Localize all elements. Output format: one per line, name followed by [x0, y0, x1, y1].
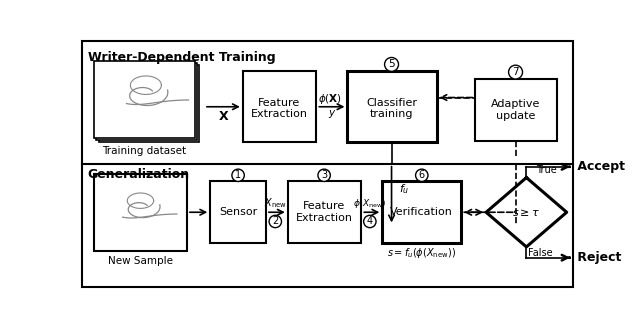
Text: $\mathbf{X}$: $\mathbf{X}$ [218, 110, 229, 123]
Text: Training dataset: Training dataset [102, 146, 186, 156]
Text: 3: 3 [321, 170, 327, 180]
Bar [94, 174, 187, 251]
Text: Reject: Reject [573, 251, 621, 264]
Circle shape [415, 169, 428, 181]
Text: Generalization: Generalization [88, 168, 190, 181]
Text: Feature
Extraction: Feature Extraction [251, 98, 308, 119]
Text: Adaptive
update: Adaptive update [491, 99, 540, 121]
Circle shape [385, 58, 399, 72]
Text: 2: 2 [272, 216, 278, 227]
Circle shape [318, 169, 330, 181]
Circle shape [509, 65, 522, 79]
Text: 4: 4 [367, 216, 373, 227]
Text: Accept: Accept [573, 160, 625, 173]
Text: 5: 5 [388, 59, 395, 70]
Text: $s \geq \tau$: $s \geq \tau$ [512, 207, 541, 218]
Text: Verification: Verification [390, 207, 453, 217]
Bar [94, 60, 195, 137]
Text: Writer-Dependent Training: Writer-Dependent Training [88, 51, 275, 64]
Bar [96, 63, 197, 140]
Circle shape [232, 169, 244, 181]
Bar [348, 72, 436, 142]
Text: 1: 1 [235, 170, 241, 180]
Text: 6: 6 [419, 170, 425, 180]
Text: True: True [536, 164, 556, 175]
Text: $\phi(X_{\rm new})$: $\phi(X_{\rm new})$ [353, 197, 387, 210]
Circle shape [364, 215, 376, 228]
Bar [210, 181, 266, 243]
Bar [243, 72, 316, 142]
Text: $f_u$: $f_u$ [399, 182, 410, 196]
Bar [476, 79, 557, 141]
Text: $X_{\rm new}$: $X_{\rm new}$ [264, 196, 287, 210]
Text: $\phi(\mathbf{X})$: $\phi(\mathbf{X})$ [318, 92, 342, 106]
Text: Sensor: Sensor [219, 207, 257, 217]
Polygon shape [486, 177, 566, 247]
Text: False: False [528, 248, 552, 258]
Bar [382, 181, 461, 243]
Text: New Sample: New Sample [108, 256, 173, 266]
Text: 7: 7 [512, 67, 519, 77]
Bar [99, 65, 199, 142]
Text: $s = f_u(\phi(X_{\rm new}))$: $s = f_u(\phi(X_{\rm new}))$ [387, 246, 456, 260]
Circle shape [269, 215, 282, 228]
Text: Feature
Extraction: Feature Extraction [296, 202, 353, 223]
Bar [288, 181, 362, 243]
Text: Classifier
training: Classifier training [366, 98, 417, 119]
Text: $y$: $y$ [328, 109, 336, 121]
